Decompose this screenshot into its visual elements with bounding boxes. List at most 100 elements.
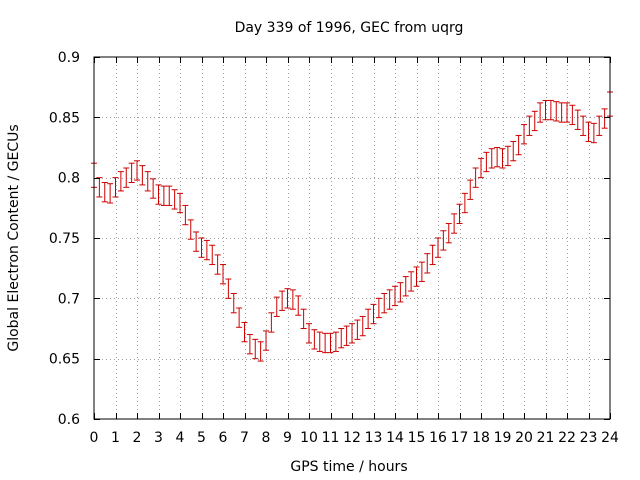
data-point: [134, 160, 140, 181]
data-point: [478, 157, 484, 179]
x-tick-label: 5: [197, 430, 206, 446]
x-tick-label: 20: [515, 430, 533, 446]
x-tick-label: 10: [300, 430, 318, 446]
y-tick-label: 0.8: [58, 171, 80, 187]
data-point: [499, 148, 506, 169]
data-point: [150, 178, 157, 199]
x-tick-label: 0: [90, 430, 99, 446]
data-point: [547, 99, 554, 121]
x-tick-label: 18: [472, 430, 490, 446]
data-point: [187, 219, 194, 240]
data-point: [349, 323, 355, 344]
data-point: [209, 244, 216, 266]
data-point: [574, 109, 581, 130]
data-point: [381, 293, 388, 314]
data-point: [370, 303, 377, 325]
data-point: [117, 171, 124, 192]
data-point: [300, 308, 307, 329]
data-point: [198, 237, 205, 258]
data-point: [284, 288, 291, 309]
y-tick-label: 0.9: [58, 50, 80, 66]
x-tick-label: 23: [580, 430, 598, 446]
data-point: [268, 312, 275, 333]
data-point: [580, 115, 587, 136]
data-point: [246, 334, 253, 355]
data-point: [467, 179, 474, 200]
data-point: [408, 271, 415, 292]
data-point: [558, 102, 565, 123]
data-point: [327, 332, 334, 354]
data-point: [569, 104, 576, 126]
data-point: [322, 332, 329, 354]
x-tick-label: 3: [154, 430, 163, 446]
y-tick-label: 0.7: [58, 291, 80, 307]
y-tick-label: 0.75: [49, 231, 80, 247]
data-point: [451, 213, 458, 234]
data-point: [585, 121, 592, 142]
data-point: [483, 151, 490, 173]
data-point: [107, 183, 114, 204]
data-point: [526, 115, 533, 136]
data-point: [96, 177, 103, 198]
data-point: [123, 167, 130, 188]
data-point: [386, 289, 393, 310]
x-tick-label: 19: [494, 430, 512, 446]
data-point: [510, 140, 517, 162]
x-tick-label: 15: [408, 430, 426, 446]
data-point: [590, 122, 597, 144]
x-tick-label: 16: [429, 430, 447, 446]
data-point: [241, 321, 248, 343]
data-point: [553, 101, 560, 122]
x-tick-label: 14: [386, 430, 404, 446]
data-point: [537, 102, 544, 123]
data-point: [160, 185, 167, 206]
data-point: [413, 266, 420, 287]
data-point: [236, 307, 243, 328]
data-point: [306, 323, 312, 344]
data-point: [461, 192, 468, 214]
x-tick-label: 17: [451, 430, 469, 446]
x-tick-label: 13: [365, 430, 383, 446]
data-point: [542, 99, 549, 121]
x-tick-label: 21: [537, 430, 555, 446]
y-axis-label: Global Electron Content / GECUs: [6, 124, 22, 351]
x-tick-label: 24: [601, 430, 619, 446]
data-point: [601, 108, 608, 129]
data-point: [225, 278, 232, 299]
x-tick-label: 4: [176, 430, 185, 446]
data-point: [112, 177, 119, 198]
data-point: [440, 230, 447, 251]
data-point: [263, 330, 269, 351]
x-tick-label: 8: [262, 430, 271, 446]
data-point: [155, 184, 162, 205]
tick-layer: 0 1 2 3 4 5 6 7 8 9 10 11 12 13 14 15 16 17 18 19 20 21 22 23 24…: [49, 50, 619, 446]
data-point: [289, 289, 296, 310]
data-point: [257, 341, 264, 362]
data-point: [515, 134, 522, 156]
y-tick-label: 0.85: [49, 110, 80, 126]
data-point: [171, 189, 178, 210]
data-point: [220, 264, 226, 285]
data-point: [332, 331, 339, 352]
data-point: [359, 315, 366, 337]
data-point: [203, 239, 210, 261]
data-point: [365, 308, 372, 329]
grid-layer: [94, 57, 610, 419]
data-point: [295, 295, 302, 316]
x-tick-label: 6: [219, 430, 228, 446]
data-point: [531, 110, 538, 132]
data-point: [504, 145, 511, 167]
x-tick-label: 11: [322, 430, 340, 446]
data-point: [596, 115, 603, 136]
data-point: [128, 162, 135, 183]
x-tick-label: 2: [133, 430, 142, 446]
data-point: [316, 331, 323, 352]
data-point: [564, 102, 570, 123]
data-point: [392, 285, 398, 307]
data-point: [230, 293, 237, 314]
x-tick-label: 12: [343, 430, 361, 446]
chart-title: Day 339 of 1996, GEC from uqrg: [235, 20, 464, 36]
data-point: [182, 204, 189, 226]
x-tick-label: 1: [111, 430, 120, 446]
